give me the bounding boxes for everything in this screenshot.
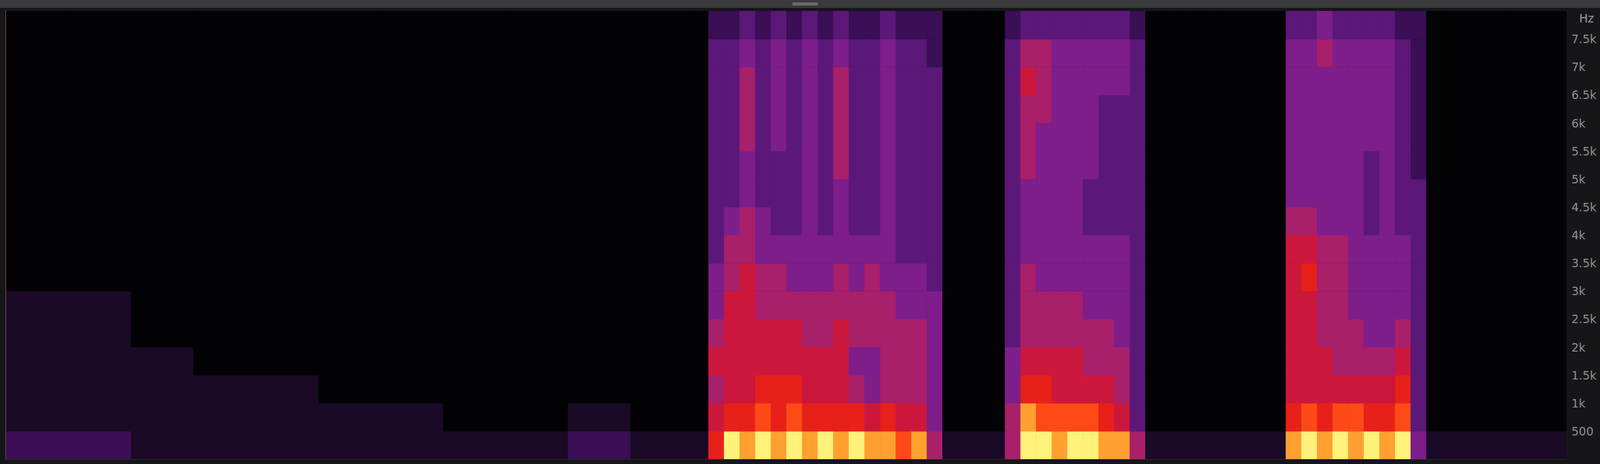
svg-text:4k: 4k xyxy=(1571,228,1586,242)
svg-text:6.5k: 6.5k xyxy=(1571,88,1597,102)
svg-text:4.5k: 4.5k xyxy=(1571,200,1597,214)
svg-text:6k: 6k xyxy=(1571,116,1586,130)
svg-text:1k: 1k xyxy=(1571,396,1586,410)
svg-text:Hz: Hz xyxy=(1579,11,1594,25)
svg-text:7k: 7k xyxy=(1571,60,1586,74)
svg-text:5k: 5k xyxy=(1571,172,1586,186)
svg-text:7.5k: 7.5k xyxy=(1571,32,1597,46)
svg-text:5.5k: 5.5k xyxy=(1571,144,1597,158)
svg-text:1.5k: 1.5k xyxy=(1571,368,1597,382)
svg-text:3.5k: 3.5k xyxy=(1571,256,1597,270)
svg-text:3k: 3k xyxy=(1571,284,1586,298)
svg-text:500: 500 xyxy=(1571,424,1594,438)
svg-text:2k: 2k xyxy=(1571,340,1586,355)
svg-text:2.5k: 2.5k xyxy=(1571,312,1597,326)
